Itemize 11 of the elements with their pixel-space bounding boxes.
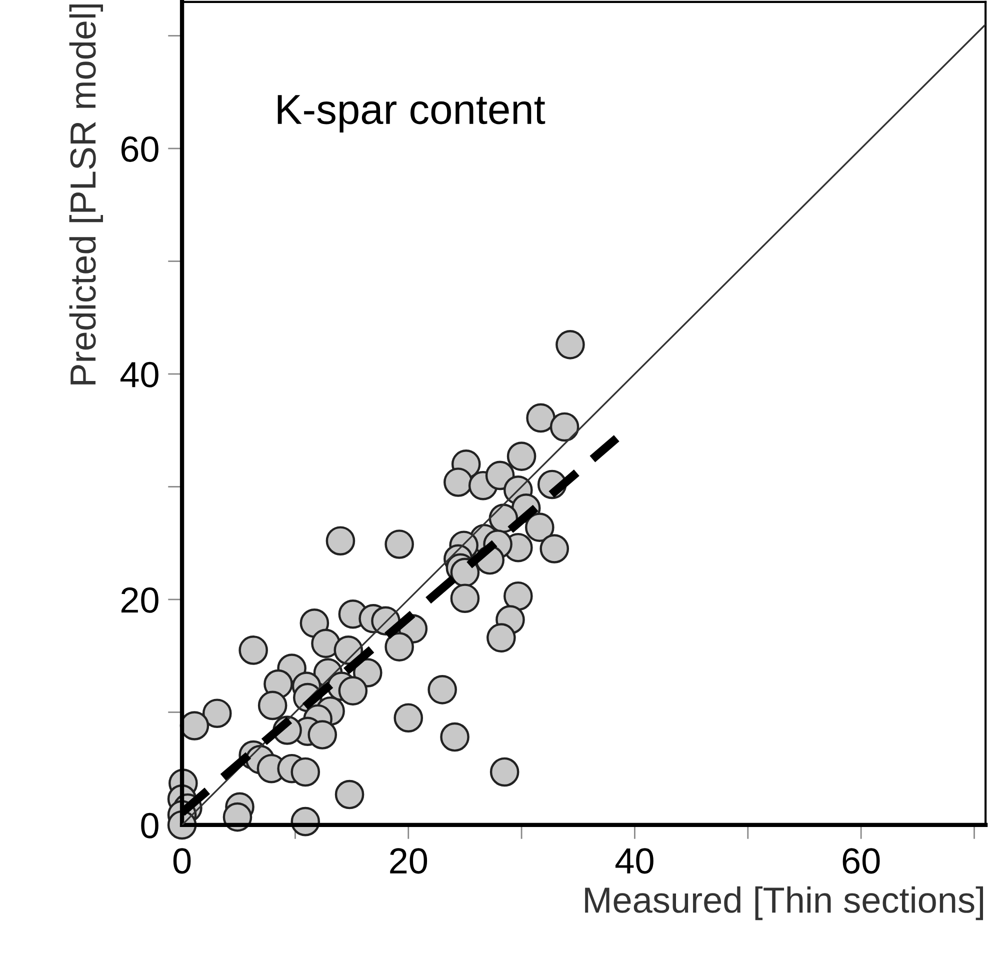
x-tick-label: 20 [390,848,428,874]
x-axis-title: Measured [Thin sections] [585,886,984,920]
y-tick-label: 20 [121,587,158,613]
x-tick-label: 60 [842,848,880,874]
y-tick-label: 60 [121,136,158,162]
x-tick-label: 0 [173,848,191,874]
annotation: K-spar content [278,95,546,132]
y-axis-title: Predicted [PLSR model] [69,4,103,384]
x-tick-label: 40 [615,848,654,874]
y-tick-label: 0 [141,812,158,838]
y-tick-label: 40 [120,362,158,388]
